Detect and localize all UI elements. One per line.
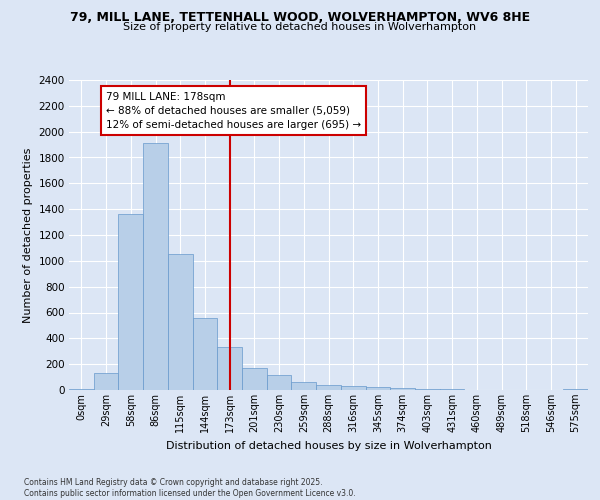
Bar [193, 318, 217, 390]
Bar [267, 375, 292, 390]
Text: 79 MILL LANE: 178sqm
← 88% of detached houses are smaller (5,059)
12% of semi-de: 79 MILL LANE: 178sqm ← 88% of detached h… [106, 92, 361, 130]
Bar [316, 385, 341, 390]
X-axis label: Distribution of detached houses by size in Wolverhampton: Distribution of detached houses by size … [166, 440, 491, 450]
Text: Size of property relative to detached houses in Wolverhampton: Size of property relative to detached ho… [124, 22, 476, 32]
Bar [217, 346, 242, 390]
Bar [341, 386, 365, 390]
Bar [69, 388, 94, 390]
Bar [143, 144, 168, 390]
Bar [365, 387, 390, 390]
Bar [168, 254, 193, 390]
Bar [563, 388, 588, 390]
Bar [118, 214, 143, 390]
Bar [440, 389, 464, 390]
Bar [292, 382, 316, 390]
Bar [94, 373, 118, 390]
Y-axis label: Number of detached properties: Number of detached properties [23, 148, 33, 322]
Text: 79, MILL LANE, TETTENHALL WOOD, WOLVERHAMPTON, WV6 8HE: 79, MILL LANE, TETTENHALL WOOD, WOLVERHA… [70, 11, 530, 24]
Text: Contains HM Land Registry data © Crown copyright and database right 2025.
Contai: Contains HM Land Registry data © Crown c… [24, 478, 356, 498]
Bar [242, 368, 267, 390]
Bar [390, 388, 415, 390]
